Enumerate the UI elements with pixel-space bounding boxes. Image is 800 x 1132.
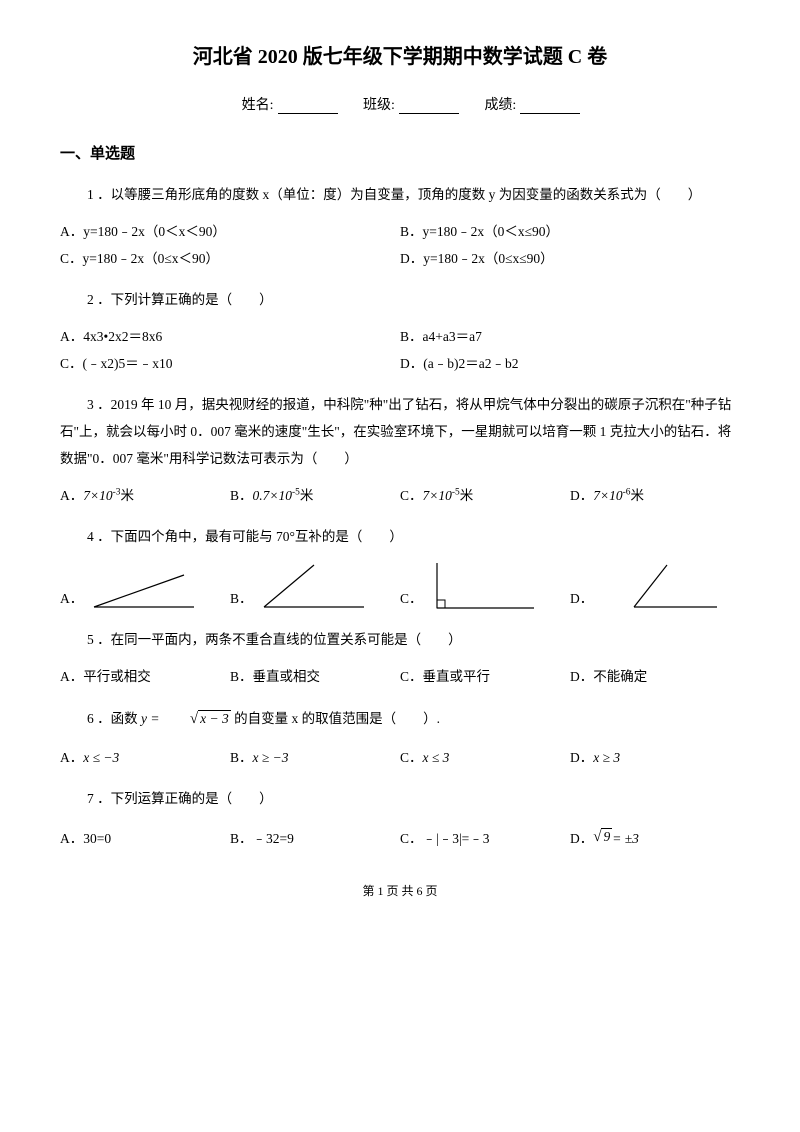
q2-b: B．a4+a3＝a7 xyxy=(400,323,740,350)
angle-d-icon xyxy=(599,562,719,612)
q6-a: A．x ≤ −3 xyxy=(60,744,230,771)
q1-b: B．y=180﹣2x（0＜x≤90） xyxy=(400,218,740,245)
q6-d-pre: D． xyxy=(570,744,593,771)
q7-options: A．30=0 B．﹣32=9 C．﹣|﹣3|=﹣3 D． √9 = ±3 xyxy=(60,822,740,852)
q6-text: 6 ．函数 y = √x − 3 的自变量 x 的取值范围是（ ）. xyxy=(60,704,740,734)
q6-d: D．x ≥ 3 xyxy=(570,744,740,771)
q2-a: A．4x3•2x2＝8x6 xyxy=(60,323,400,350)
q1-a: A．y=180﹣2x（0＜x＜90） xyxy=(60,218,400,245)
q4-d: D． xyxy=(570,562,740,612)
q7-d: D． √9 = ±3 xyxy=(570,822,740,852)
q3-b: B． 0.7×10-5 米 xyxy=(230,482,400,509)
q7-d-arg: 9 xyxy=(601,828,612,844)
q3-a: A． 7×10-3 米 xyxy=(60,482,230,509)
q3-c: C． 7×10-5 米 xyxy=(400,482,570,509)
q3-options: A． 7×10-3 米 B． 0.7×10-5 米 C． 7×10-5 米 D．… xyxy=(60,482,740,509)
q2-options: A．4x3•2x2＝8x6 B．a4+a3＝a7 C．(﹣x2)5＝﹣x10 D… xyxy=(60,323,740,377)
q4-text: 4 ．下面四个角中，最有可能与 70°互补的是（ ） xyxy=(60,523,740,550)
q3-d-pre: D． xyxy=(570,482,593,509)
q6-c: C．x ≤ 3 xyxy=(400,744,570,771)
angle-c-icon xyxy=(429,560,539,612)
q2-text: 2 ．下列计算正确的是（ ） xyxy=(60,286,740,313)
q5-b: B．垂直或相交 xyxy=(230,663,400,690)
q6-b: B．x ≥ −3 xyxy=(230,744,400,771)
q7-a: A．30=0 xyxy=(60,825,230,852)
q1-c: C．y=180﹣2x（0≤x＜90） xyxy=(60,245,400,272)
q4-b-label: B． xyxy=(230,585,253,612)
q5-d: D．不能确定 xyxy=(570,663,740,690)
q3-a-pre: A． xyxy=(60,482,83,509)
q4-b: B． xyxy=(230,562,400,612)
q4-c-label: C． xyxy=(400,585,423,612)
q6-pre: 6 ．函数 xyxy=(87,711,141,726)
q3-c-exp: -5 xyxy=(452,488,460,498)
score-label: 成绩: xyxy=(484,98,516,113)
q3-d-unit: 米 xyxy=(631,482,645,509)
q3-a-base: 7×10 xyxy=(83,488,112,503)
score-blank xyxy=(520,99,580,114)
q7-b: B．﹣32=9 xyxy=(230,825,400,852)
name-blank xyxy=(278,99,338,114)
q3-a-exp: -3 xyxy=(113,488,121,498)
q3-text: 3 ．2019 年 10 月，据央视财经的报道，中科院"种"出了钻石，将从甲烷气… xyxy=(60,391,740,472)
class-label: 班级: xyxy=(363,98,395,113)
q3-c-unit: 米 xyxy=(460,482,474,509)
q1-d: D．y=180﹣2x（0≤x≤90） xyxy=(400,245,740,272)
q7-d-post: = ±3 xyxy=(612,825,639,852)
q6-a-val: x ≤ −3 xyxy=(83,744,119,771)
q6-b-val: x ≥ −3 xyxy=(253,744,289,771)
q2-d: D．(a﹣b)2＝a2﹣b2 xyxy=(400,350,740,377)
q4-a-label: A． xyxy=(60,585,83,612)
q6-arg: x − 3 xyxy=(198,710,231,726)
q5-text: 5 ．在同一平面内，两条不重合直线的位置关系可能是（ ） xyxy=(60,626,740,653)
q3-a-unit: 米 xyxy=(121,482,135,509)
sqrt-icon: √x − 3 xyxy=(163,704,231,734)
q3-b-exp: -5 xyxy=(292,488,300,498)
q4-a: A． xyxy=(60,567,230,612)
name-label: 姓名: xyxy=(242,98,274,113)
page-footer: 第 1 页 共 6 页 xyxy=(60,882,740,899)
q3-d-base: 7×10 xyxy=(593,488,622,503)
q3-d-exp: -6 xyxy=(623,488,631,498)
q6-d-val: x ≥ 3 xyxy=(593,744,620,771)
q6-lhs: y = xyxy=(141,711,163,726)
q6-post: 的自变量 x 的取值范围是（ ）. xyxy=(231,711,440,726)
q6-c-val: x ≤ 3 xyxy=(423,744,450,771)
angle-b-icon xyxy=(259,562,369,612)
page-title: 河北省 2020 版七年级下学期期中数学试题 C 卷 xyxy=(60,40,740,69)
sqrt-icon: √9 xyxy=(593,822,612,852)
q3-c-base: 7×10 xyxy=(423,488,452,503)
q6-a-pre: A． xyxy=(60,744,83,771)
q3-c-pre: C． xyxy=(400,482,423,509)
q4-c: C． xyxy=(400,560,570,612)
q7-d-pre: D． xyxy=(570,825,593,852)
q4-d-label: D． xyxy=(570,585,593,612)
q2-c: C．(﹣x2)5＝﹣x10 xyxy=(60,350,400,377)
q6-c-pre: C． xyxy=(400,744,423,771)
q7-c: C．﹣|﹣3|=﹣3 xyxy=(400,825,570,852)
q3-d: D． 7×10-6 米 xyxy=(570,482,740,509)
q5-c: C．垂直或平行 xyxy=(400,663,570,690)
q1-text: 1 ．以等腰三角形底角的度数 x（单位：度）为自变量，顶角的度数 y 为因变量的… xyxy=(60,181,740,208)
q6-b-pre: B． xyxy=(230,744,253,771)
angle-a-icon xyxy=(89,567,199,612)
q3-b-base: 0.7×10 xyxy=(253,488,293,503)
q6-options: A．x ≤ −3 B．x ≥ −3 C．x ≤ 3 D．x ≥ 3 xyxy=(60,744,740,771)
info-row: 姓名: 班级: 成绩: xyxy=(60,94,740,114)
q3-b-unit: 米 xyxy=(300,482,314,509)
q4-options: A． B． C． D． xyxy=(60,560,740,612)
q1-options: A．y=180﹣2x（0＜x＜90） B．y=180﹣2x（0＜x≤90） C．… xyxy=(60,218,740,272)
q3-b-pre: B． xyxy=(230,482,253,509)
section-header: 一、单选题 xyxy=(60,142,740,163)
q7-text: 7 ．下列运算正确的是（ ） xyxy=(60,785,740,812)
class-blank xyxy=(399,99,459,114)
q5-a: A．平行或相交 xyxy=(60,663,230,690)
q5-options: A．平行或相交 B．垂直或相交 C．垂直或平行 D．不能确定 xyxy=(60,663,740,690)
